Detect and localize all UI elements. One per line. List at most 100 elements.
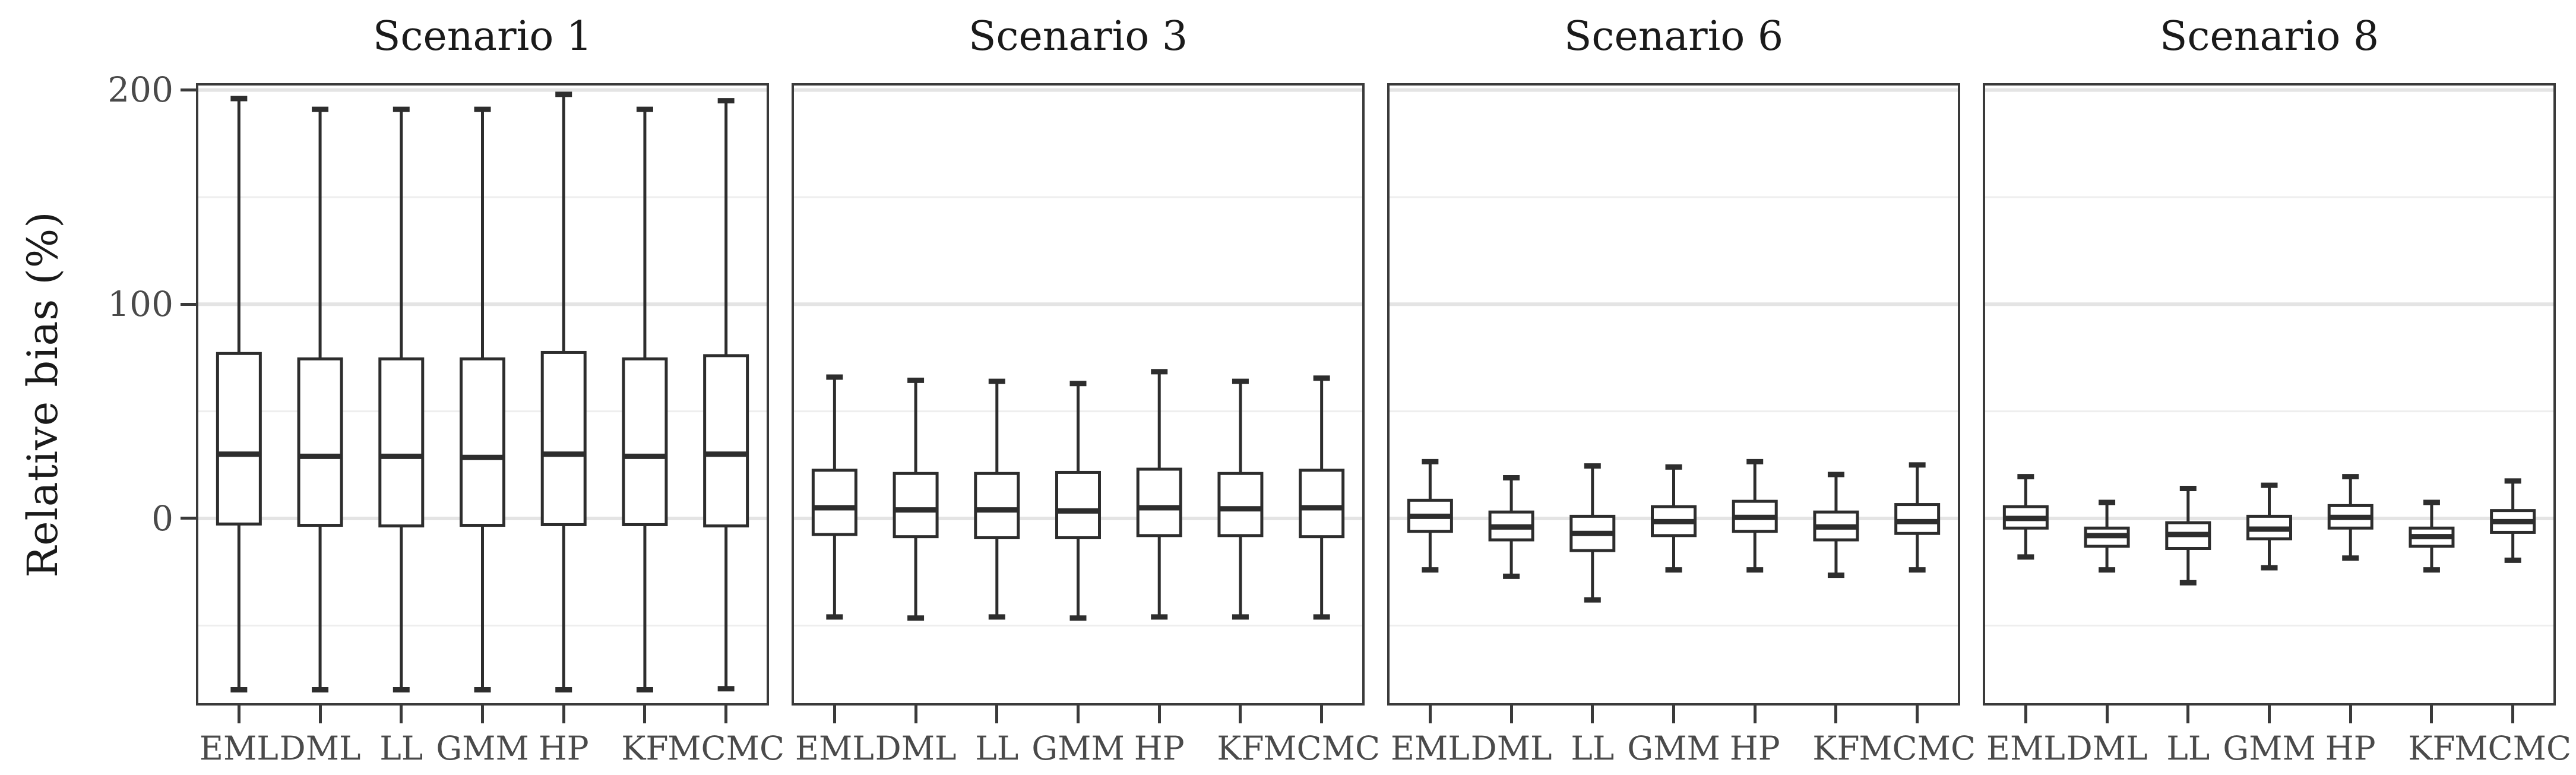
panel-title-scenario-1: Scenario 1 xyxy=(372,13,593,60)
boxplot-mcmc xyxy=(703,98,749,692)
iqr-box xyxy=(1894,503,1941,535)
x-tick-label-dml: DML xyxy=(2066,729,2148,767)
x-tick-label-gmm: GMM xyxy=(2223,729,2316,767)
boxplot-hp xyxy=(1732,458,1778,573)
iqr-box xyxy=(1299,469,1345,539)
x-tick-label-mcmc: MCMC xyxy=(1263,729,1381,767)
x-tick-mark xyxy=(318,706,322,723)
x-tick-label-kf: KF xyxy=(1812,729,1860,767)
x-tick-label-hp: HP xyxy=(1729,729,1780,767)
x-tick-mark xyxy=(1916,706,1919,723)
x-tick-mark xyxy=(2349,706,2352,723)
x-tick-mark xyxy=(643,706,647,723)
x-tick-label-eml: EML xyxy=(1986,729,2065,767)
x-tick-label-eml: EML xyxy=(795,729,874,767)
boxplot-gmm xyxy=(2246,482,2292,571)
x-tick-mark xyxy=(1157,706,1161,723)
x-tick-mark xyxy=(1428,706,1432,723)
y-tick-label-200: 200 xyxy=(107,69,173,110)
iqr-box xyxy=(297,357,343,527)
x-tick-label-ll: LL xyxy=(379,729,423,767)
y-tick-label-100: 100 xyxy=(107,284,173,324)
iqr-box xyxy=(1136,467,1182,537)
iqr-box xyxy=(378,357,425,528)
panel-plot-area xyxy=(794,88,1362,627)
boxplot-mcmc xyxy=(1299,375,1345,620)
iqr-box xyxy=(216,352,262,526)
x-tick-mark xyxy=(2024,706,2027,723)
x-tick-mark xyxy=(724,706,728,723)
x-tick-mark xyxy=(1077,706,1080,723)
panel-title-scenario-6: Scenario 6 xyxy=(1564,13,1784,60)
boxplot-kf xyxy=(2409,499,2455,573)
x-tick-mark xyxy=(1239,706,1242,723)
x-tick-label-mcmc: MCMC xyxy=(667,729,785,767)
x-tick-label-hp: HP xyxy=(2325,729,2376,767)
boxplot-ll xyxy=(378,106,425,693)
x-tick-mark xyxy=(2105,706,2109,723)
boxplot-dml xyxy=(2084,499,2130,573)
x-tick-label-ll: LL xyxy=(2166,729,2210,767)
boxplot-ll xyxy=(974,378,1020,620)
boxplot-hp xyxy=(1136,369,1182,620)
iqr-box xyxy=(811,469,857,536)
boxplot-eml xyxy=(216,96,262,693)
x-tick-mark xyxy=(400,706,403,723)
boxplot-dml xyxy=(893,377,939,621)
x-tick-mark xyxy=(1834,706,1838,723)
x-tick-label-gmm: GMM xyxy=(1031,729,1125,767)
x-tick-mark xyxy=(562,706,565,723)
iqr-box xyxy=(540,350,587,526)
x-tick-label-mcmc: MCMC xyxy=(1859,729,1976,767)
x-tick-label-kf: KF xyxy=(1217,729,1264,767)
x-tick-mark xyxy=(1753,706,1757,723)
y-tick-mark xyxy=(181,88,196,91)
boxplot-eml xyxy=(2002,474,2049,560)
x-tick-mark xyxy=(2511,706,2515,723)
x-tick-label-ll: LL xyxy=(975,729,1019,767)
x-tick-label-dml: DML xyxy=(875,729,957,767)
boxplot-ll xyxy=(2165,486,2211,586)
x-tick-label-ll: LL xyxy=(1571,729,1615,767)
panel-plot-area xyxy=(1390,88,1958,627)
x-tick-label-kf: KF xyxy=(2408,729,2455,767)
x-tick-label-dml: DML xyxy=(279,729,361,767)
panel-plot-area xyxy=(198,88,767,693)
x-tick-mark xyxy=(1320,706,1324,723)
panel-plot-area xyxy=(1985,88,2553,627)
iqr-box xyxy=(1055,470,1101,539)
boxplot-kf xyxy=(1217,378,1264,620)
x-tick-mark xyxy=(1591,706,1594,723)
x-tick-mark xyxy=(2268,706,2271,723)
panel-title-scenario-8: Scenario 8 xyxy=(2159,13,2379,60)
boxplot-kf xyxy=(1813,472,1859,578)
panel-scenario-6 xyxy=(1387,83,1960,706)
iqr-box xyxy=(703,354,749,528)
iqr-box xyxy=(1217,472,1264,537)
x-tick-mark xyxy=(833,706,836,723)
x-tick-label-gmm: GMM xyxy=(1627,729,1720,767)
x-tick-label-eml: EML xyxy=(199,729,279,767)
iqr-box xyxy=(622,357,668,526)
boxplot-kf xyxy=(622,106,668,693)
iqr-box xyxy=(974,472,1020,539)
y-tick-mark xyxy=(181,303,196,306)
x-tick-label-dml: DML xyxy=(1470,729,1552,767)
x-tick-mark xyxy=(237,706,240,723)
x-tick-label-eml: EML xyxy=(1390,729,1470,767)
x-tick-mark xyxy=(481,706,484,723)
x-tick-label-mcmc: MCMC xyxy=(2454,729,2572,767)
x-tick-mark xyxy=(2186,706,2190,723)
x-tick-mark xyxy=(914,706,917,723)
boxplot-gmm xyxy=(460,106,505,693)
panel-scenario-3 xyxy=(792,83,1365,706)
x-tick-mark xyxy=(995,706,999,723)
boxplot-dml xyxy=(297,106,343,693)
y-tick-label-0: 0 xyxy=(151,498,173,539)
boxplot-gmm xyxy=(1055,381,1101,621)
x-tick-label-kf: KF xyxy=(621,729,669,767)
x-tick-label-hp: HP xyxy=(538,729,589,767)
boxplot-hp xyxy=(2327,474,2374,561)
iqr-box xyxy=(460,357,505,527)
